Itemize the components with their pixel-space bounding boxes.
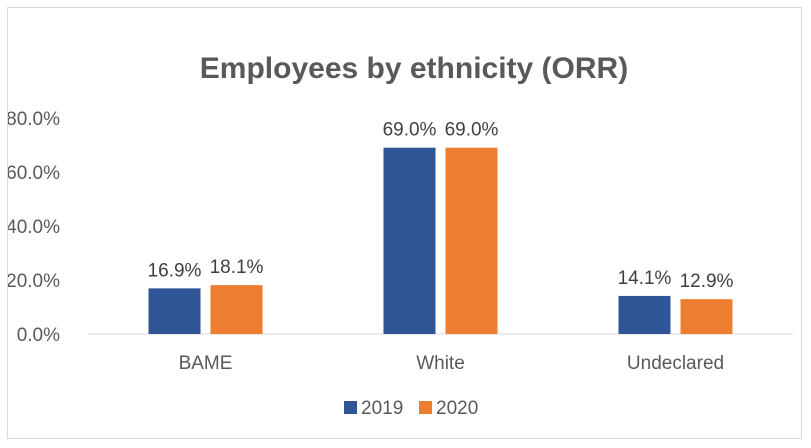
data-label: 69.0%: [445, 120, 499, 141]
legend-swatch-2020: [419, 401, 432, 414]
y-tick-label: 20.0%: [8, 271, 60, 292]
bar-bame-2020: [210, 285, 263, 334]
data-label: 16.9%: [148, 260, 202, 281]
category-label: Undeclared: [627, 353, 724, 374]
data-labels: 16.9% 18.1% 69.0% 69.0% 14.1% 12.9%: [148, 120, 734, 292]
bar-undeclared-2020: [680, 299, 733, 334]
data-label: 12.9%: [680, 271, 734, 292]
category-label: White: [416, 353, 465, 374]
legend-label: 2019: [361, 398, 403, 419]
bar-white-2020: [445, 147, 498, 334]
data-label: 69.0%: [383, 120, 437, 141]
legend-label: 2020: [436, 398, 478, 419]
y-axis: 0.0% 20.0% 40.0% 60.0% 80.0%: [8, 109, 60, 346]
bar-undeclared-2019: [618, 295, 671, 334]
data-label: 14.1%: [618, 268, 672, 289]
y-tick-label: 0.0%: [17, 325, 60, 346]
y-tick-label: 60.0%: [8, 163, 60, 184]
bars: [148, 147, 733, 334]
legend: 2019 2020: [344, 398, 478, 419]
chart-title: Employees by ethnicity (ORR): [200, 52, 628, 85]
category-label: BAME: [179, 353, 233, 374]
y-tick-label: 80.0%: [8, 109, 60, 130]
bar-bame-2019: [148, 288, 201, 334]
data-label: 18.1%: [210, 257, 264, 278]
legend-swatch-2019: [344, 401, 357, 414]
y-tick-label: 40.0%: [8, 217, 60, 238]
chart-frame: Employees by ethnicity (ORR) 0.0% 20.0% 40…: [7, 7, 802, 439]
category-labels: BAME White Undeclared: [179, 353, 725, 374]
chart-svg: Employees by ethnicity (ORR) 0.0% 20.0% 40…: [8, 52, 793, 419]
bar-white-2019: [383, 147, 436, 334]
